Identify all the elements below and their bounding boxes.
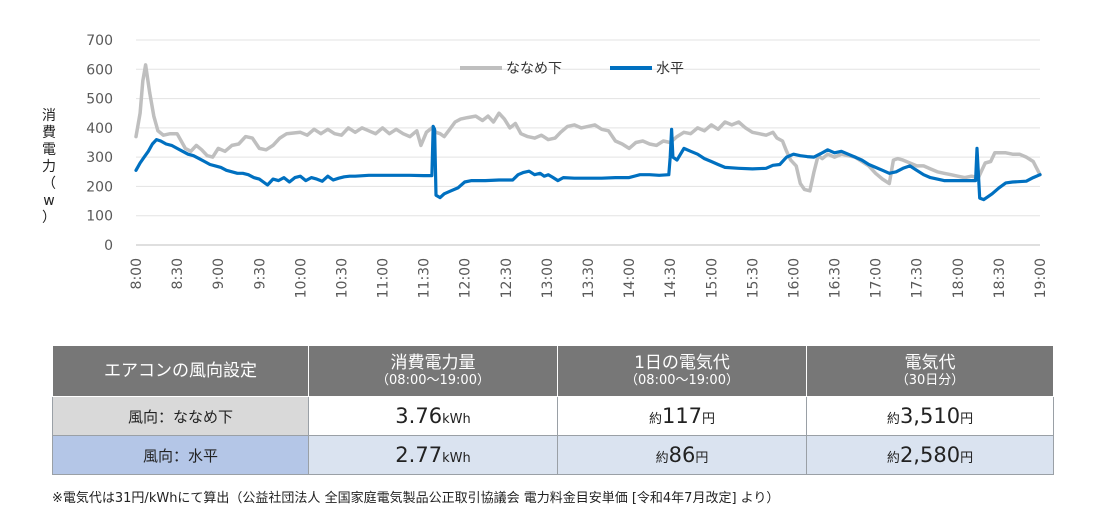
y-tick-label: 400 — [86, 121, 113, 137]
x-tick-label: 10:30 — [334, 258, 350, 298]
x-tick-label: 9:30 — [252, 258, 268, 289]
series-lines — [134, 63, 1042, 202]
y-tick-labels: 0 100 200 300 400 500 600 700 — [86, 33, 113, 254]
gridlines — [136, 39, 1040, 246]
x-tick-label: 14:30 — [663, 258, 679, 298]
header-daily-cost: 1日の電気代 （08:00～19:00） — [557, 345, 807, 397]
x-tick-labels: 8:00 8:30 9:00 9:30 10:00 10:30 11:00 11:30 12:0… — [129, 258, 1049, 298]
y-axis-label-char: 消 — [42, 108, 56, 124]
legend: ななめ下 水平 — [460, 61, 684, 77]
x-tick-label: 8:00 — [129, 258, 145, 289]
y-axis-label-char: 費 — [42, 125, 56, 141]
x-tick-label: 16:30 — [828, 258, 844, 298]
y-tick-label: 0 — [104, 238, 113, 254]
y-axis-label-char: 電 — [42, 142, 56, 158]
x-tick-label: 18:00 — [951, 258, 967, 298]
series-line-suihei — [134, 124, 1042, 202]
power-consumption-chart: 0 100 200 300 400 500 600 700 8:00 8:30 9:00 9:30 1… — [86, 33, 1049, 298]
table-row: 風向：水平 2.77kWh 約86円 約2,580円 — [52, 435, 1054, 475]
x-tick-label: 12:30 — [499, 258, 515, 298]
electricity-cost-table: エアコンの風向設定 消費電力量 （08:00～19:00） 1日の電気代 （08… — [52, 345, 1054, 475]
x-tick-label: 11:00 — [376, 258, 392, 298]
y-tick-label: 600 — [86, 62, 113, 78]
footnote: ※電気代は31円/kWhにて算出（公益社団法人 全国家庭電気製品公正取引協議会 … — [52, 491, 780, 506]
monthly-cost-cell: 約2,580円 — [806, 435, 1054, 475]
monthly-cost-cell: 約3,510円 — [806, 396, 1054, 436]
y-tick-label: 100 — [86, 209, 113, 225]
header-monthly-cost: 電気代 （30日分） — [806, 345, 1054, 397]
x-tick-label: 19:00 — [1033, 258, 1049, 298]
daily-cost-cell: 約117円 — [557, 396, 807, 436]
x-tick-label: 16:00 — [786, 258, 802, 298]
x-tick-label: 13:00 — [540, 258, 556, 298]
daily-cost-cell: 約86円 — [557, 435, 807, 475]
x-tick-label: 15:00 — [704, 258, 720, 298]
energy-cell: 3.76kWh — [308, 396, 558, 436]
table-header-row: エアコンの風向設定 消費電力量 （08:00～19:00） 1日の電気代 （08… — [52, 345, 1054, 397]
y-axis-label-char: w — [43, 193, 55, 209]
y-axis-label: 消費電力（w） — [38, 108, 60, 227]
header-wind-setting: エアコンの風向設定 — [52, 345, 309, 397]
x-tick-label: 17:30 — [910, 258, 926, 298]
row-label: 風向：ななめ下 — [52, 396, 309, 436]
y-axis-label-char: （ — [42, 176, 56, 192]
x-tick-label: 8:30 — [170, 258, 186, 289]
x-tick-label: 11:30 — [417, 258, 433, 298]
y-tick-label: 500 — [86, 92, 113, 108]
row-label: 風向：水平 — [52, 435, 309, 475]
y-axis-label-char: 力 — [42, 159, 56, 175]
table-row: 風向：ななめ下 3.76kWh 約117円 約3,510円 — [52, 396, 1054, 436]
series-line-nanameshita — [134, 63, 1042, 193]
x-tick-label: 15:30 — [745, 258, 761, 298]
legend-label: 水平 — [656, 61, 684, 77]
x-tick-label: 14:00 — [622, 258, 638, 298]
x-tick-label: 13:30 — [581, 258, 597, 298]
x-tick-label: 10:00 — [293, 258, 309, 298]
header-energy: 消費電力量 （08:00～19:00） — [308, 345, 558, 397]
y-tick-label: 700 — [86, 33, 113, 49]
legend-label: ななめ下 — [506, 61, 562, 77]
y-tick-label: 300 — [86, 150, 113, 166]
x-tick-label: 17:00 — [869, 258, 885, 298]
energy-cell: 2.77kWh — [308, 435, 558, 475]
y-tick-label: 200 — [86, 179, 113, 195]
y-axis-label-char: ） — [42, 210, 56, 226]
x-tick-label: 18:30 — [992, 258, 1008, 298]
x-tick-label: 12:00 — [458, 258, 474, 298]
x-tick-label: 9:00 — [211, 258, 227, 289]
